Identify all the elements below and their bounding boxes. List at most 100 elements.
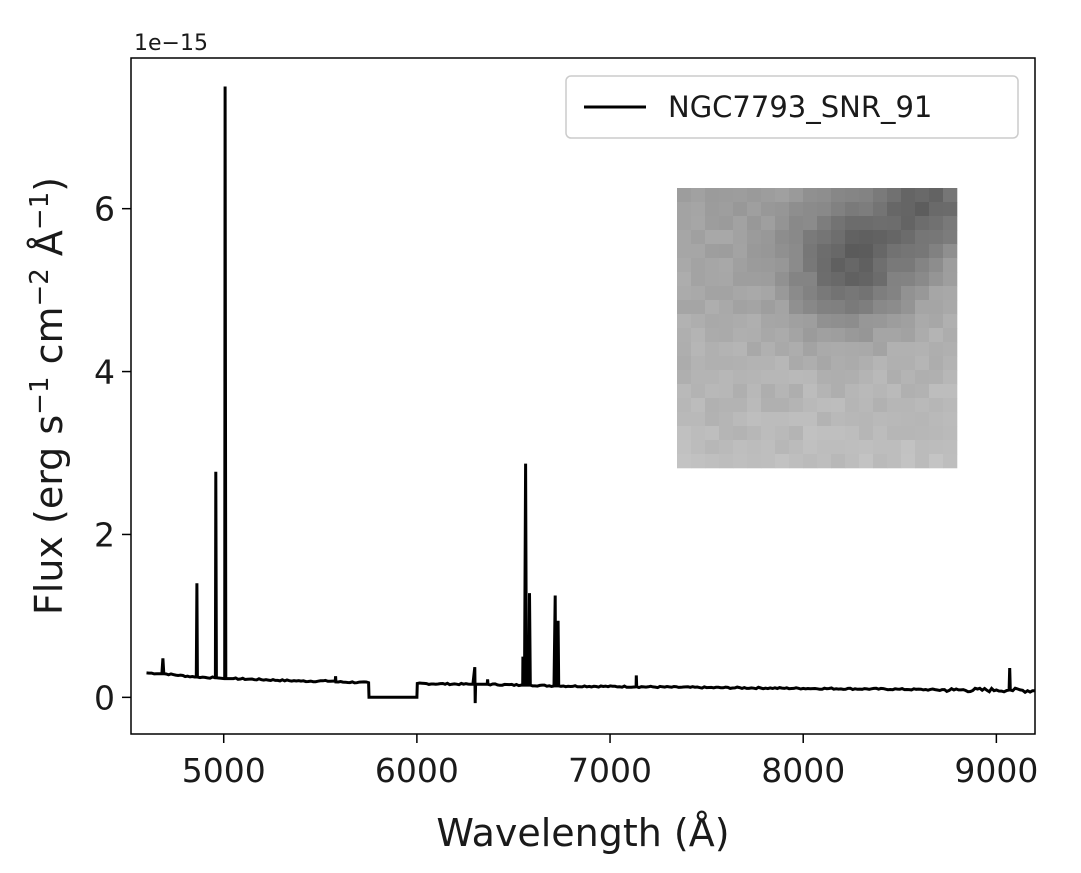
inset-pixel: [845, 300, 860, 315]
y-axis-label-part4: ): [27, 177, 71, 192]
inset-pixel: [943, 370, 958, 385]
inset-pixel: [775, 300, 790, 315]
inset-pixel: [929, 230, 944, 245]
inset-pixel: [817, 258, 832, 273]
inset-pixel: [747, 272, 762, 287]
inset-pixel: [873, 286, 888, 301]
inset-pixel: [887, 342, 902, 357]
inset-pixel: [733, 356, 748, 371]
inset-pixel: [887, 384, 902, 399]
inset-pixel: [845, 426, 860, 441]
inset-pixel: [831, 244, 846, 259]
inset-pixel: [803, 272, 818, 287]
inset-pixel: [929, 398, 944, 413]
inset-pixel: [943, 286, 958, 301]
y-tick-label: 2: [94, 515, 115, 554]
inset-pixel: [887, 202, 902, 217]
inset-pixel: [677, 440, 692, 455]
inset-pixel: [873, 202, 888, 217]
inset-pixel: [775, 202, 790, 217]
inset-pixel: [915, 328, 930, 343]
inset-pixel: [789, 230, 804, 245]
inset-pixel: [929, 300, 944, 315]
inset-pixel: [901, 440, 916, 455]
inset-pixel: [747, 440, 762, 455]
inset-pixel: [719, 300, 734, 315]
y-axis-label-part1: Flux (erg s: [27, 415, 71, 615]
inset-pixel: [845, 384, 860, 399]
inset-pixel: [873, 426, 888, 441]
y-axis-label-sup1: −1: [25, 377, 55, 415]
inset-pixel: [873, 216, 888, 231]
inset-pixel: [817, 202, 832, 217]
inset-pixel: [943, 342, 958, 357]
inset-pixel: [803, 398, 818, 413]
inset-pixel: [831, 272, 846, 287]
inset-pixel: [761, 398, 776, 413]
inset-pixel: [719, 328, 734, 343]
inset-pixel: [901, 216, 916, 231]
inset-pixel: [831, 356, 846, 371]
inset-pixel: [887, 370, 902, 385]
inset-pixel: [761, 230, 776, 245]
inset-pixel: [775, 230, 790, 245]
x-tick-label: 5000: [182, 751, 266, 790]
inset-pixel: [733, 412, 748, 427]
inset-pixel: [691, 384, 706, 399]
inset-pixel: [677, 314, 692, 329]
inset-pixel: [887, 216, 902, 231]
inset-pixel: [929, 426, 944, 441]
inset-pixel: [845, 314, 860, 329]
inset-pixel: [915, 258, 930, 273]
inset-pixel: [817, 272, 832, 287]
inset-pixel: [859, 230, 874, 245]
inset-pixel: [705, 272, 720, 287]
inset-pixel: [803, 230, 818, 245]
inset-pixel: [747, 258, 762, 273]
inset-pixel: [929, 202, 944, 217]
inset-pixel: [873, 314, 888, 329]
y-ticks: 0 2 4 6: [94, 190, 131, 717]
inset-pixel: [845, 230, 860, 245]
inset-pixel: [789, 300, 804, 315]
inset-pixel: [901, 426, 916, 441]
inset-pixel: [901, 272, 916, 287]
inset-pixel: [789, 272, 804, 287]
inset-pixel: [677, 244, 692, 259]
series-line-ngc7793-snr-91: [146, 86, 1035, 704]
inset-pixel: [691, 342, 706, 357]
inset-pixel: [775, 454, 790, 469]
inset-pixel: [705, 356, 720, 371]
inset-pixel: [887, 356, 902, 371]
inset-pixel: [943, 244, 958, 259]
inset-pixel: [733, 272, 748, 287]
inset-pixel: [887, 314, 902, 329]
inset-pixel: [845, 454, 860, 469]
inset-pixel: [761, 370, 776, 385]
inset-pixel: [761, 244, 776, 259]
inset-pixel: [915, 370, 930, 385]
inset-pixel: [831, 216, 846, 231]
inset-pixel: [817, 230, 832, 245]
inset-pixel: [859, 426, 874, 441]
inset-pixel: [929, 286, 944, 301]
inset-pixel: [817, 426, 832, 441]
inset-pixel: [859, 244, 874, 259]
inset-pixel: [705, 216, 720, 231]
inset-pixel: [859, 440, 874, 455]
inset-pixel: [873, 398, 888, 413]
inset-pixel: [901, 398, 916, 413]
inset-pixel: [831, 328, 846, 343]
inset-pixel: [733, 300, 748, 315]
inset-pixel: [943, 230, 958, 245]
inset-pixel: [789, 398, 804, 413]
inset-pixel: [803, 216, 818, 231]
inset-pixel: [873, 342, 888, 357]
inset-pixel: [901, 230, 916, 245]
inset-pixel: [747, 300, 762, 315]
inset-pixel: [859, 412, 874, 427]
inset-pixel: [705, 398, 720, 413]
inset-pixel: [705, 342, 720, 357]
inset-pixel: [915, 384, 930, 399]
inset-pixel: [705, 454, 720, 469]
